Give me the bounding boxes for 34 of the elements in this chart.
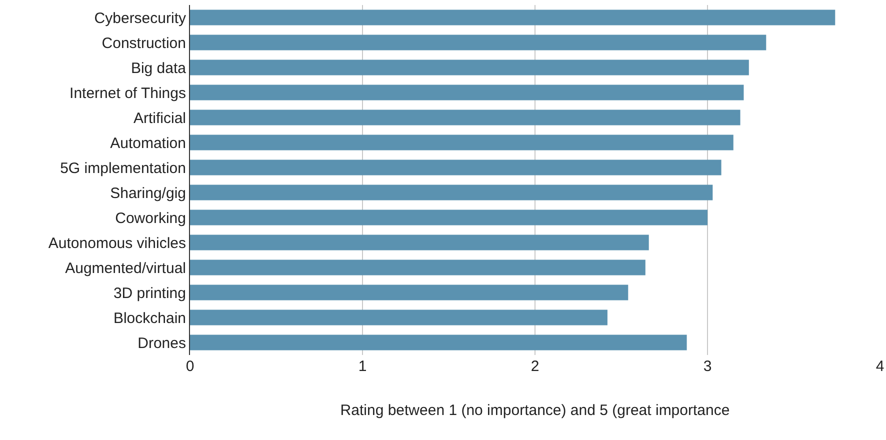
y-tick-label: Big data	[130, 60, 187, 77]
bar	[190, 60, 749, 76]
y-tick-label: Construction	[102, 34, 186, 52]
bar	[190, 84, 744, 100]
bar	[190, 34, 766, 50]
bar	[190, 160, 722, 176]
bar	[190, 234, 649, 250]
y-tick-label: 5G implementation	[60, 160, 186, 177]
bar	[190, 110, 740, 126]
x-tick-label: 0	[186, 358, 194, 375]
y-tick-label: Blockchain	[113, 310, 186, 327]
y-tick-label: 3D printing	[113, 284, 186, 302]
x-tick-label: 4	[876, 358, 884, 375]
bar	[190, 210, 708, 226]
y-tick-label: Cybersecurity	[94, 10, 186, 27]
y-tick-label: Drones	[138, 334, 186, 352]
bar	[190, 334, 687, 350]
y-tick-label: Internet of Things	[70, 84, 186, 102]
y-tick-label: Coworking	[115, 210, 186, 227]
bar	[190, 310, 608, 326]
bar	[190, 260, 646, 276]
x-tick-label: 2	[530, 358, 540, 375]
bar	[190, 10, 836, 26]
bar	[190, 284, 628, 300]
y-tick-label: Automation	[110, 134, 186, 152]
x-axis-title: Rating between 1 (no importance) and 5 (great importance	[340, 402, 730, 419]
x-tick-label: 1	[358, 358, 367, 375]
bar	[190, 134, 734, 150]
y-tick-label: Sharing/gig	[110, 184, 186, 202]
y-tick-label: Augmented/virtual	[65, 260, 186, 277]
y-tick-label: Autonomous vihicles	[48, 234, 186, 252]
x-tick-label: 3	[703, 358, 712, 375]
y-tick-label: Artificial	[133, 110, 186, 127]
bar	[190, 184, 713, 200]
